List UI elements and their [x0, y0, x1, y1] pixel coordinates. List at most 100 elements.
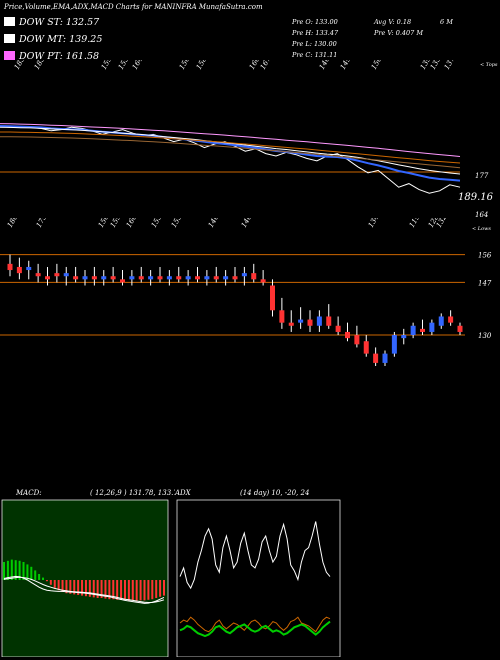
macd-bar: [84, 580, 87, 597]
top-label: 183: [33, 60, 47, 71]
candle-body: [316, 316, 322, 326]
top-label: 160: [248, 60, 262, 71]
candle-body: [260, 279, 266, 283]
macd-bar: [3, 562, 5, 580]
candle-body: [438, 316, 444, 326]
ema-line: [0, 126, 461, 175]
macd-bar: [131, 580, 134, 601]
top-label: 119: [408, 218, 422, 229]
macd-bar: [139, 580, 142, 601]
candle-body: [326, 316, 332, 326]
top-label: 128: [427, 218, 441, 229]
candle-body: [241, 273, 247, 277]
candle-body: [157, 276, 163, 280]
candle-body: [129, 276, 135, 280]
legend-label: DOW ST: 132.57: [19, 17, 100, 28]
candle-body: [251, 273, 257, 280]
macd-bar: [77, 580, 80, 595]
ema-line: [0, 126, 461, 194]
macd-bar: [92, 580, 95, 598]
candle-body: [54, 273, 60, 277]
legend-swatch: [4, 34, 15, 43]
adx-line: [179, 620, 331, 638]
macd-panel: MACD: ( 12,26,9 ) 131.78, 133.77, -1.99: [1, 489, 175, 657]
price-label: 130: [478, 332, 492, 340]
candle-body: [420, 328, 425, 332]
ema-line: [0, 136, 461, 169]
candle-body: [410, 325, 416, 336]
macd-bar: [14, 560, 17, 580]
stat-high: Pre H: 133.47: [292, 29, 339, 37]
candle-body: [73, 276, 79, 280]
candle-body: [185, 276, 191, 280]
candle-body: [448, 316, 454, 323]
top-label: 134: [367, 218, 381, 229]
macd-bar: [135, 580, 138, 601]
top-label: 153: [150, 218, 164, 229]
candle-body: [288, 322, 294, 326]
macd-label: MACD:: [15, 489, 42, 497]
macd-bar: [69, 580, 72, 594]
candle-body: [363, 341, 369, 354]
top-label: 164: [131, 60, 145, 71]
candle-body: [110, 276, 116, 280]
price-label: 147: [478, 279, 492, 287]
stat-prev-volume: Pre V: 0.407 M: [374, 29, 424, 37]
candle-body: [298, 319, 304, 323]
candle-body: [166, 276, 172, 280]
stat-avg-volume: Avg V: 0.18: [374, 18, 412, 26]
candle-body: [457, 325, 463, 332]
macd-bar: [104, 580, 107, 599]
macd-bar: [38, 574, 41, 580]
legend-swatch: [4, 51, 15, 60]
candle-body: [213, 276, 219, 280]
corner-label: < Lows: [472, 226, 491, 232]
macd-line: [3, 575, 165, 604]
macd-bar: [108, 580, 111, 600]
candle-body: [335, 325, 341, 332]
candle-body: [345, 331, 350, 339]
macd-bar: [34, 570, 37, 580]
macd-bar: [53, 580, 56, 588]
top-label: 150: [370, 60, 384, 71]
macd-bar: [151, 580, 154, 600]
ema-line: [0, 123, 461, 157]
top-label: 137: [443, 60, 457, 71]
macd-bar: [22, 562, 25, 580]
top-label: 159: [109, 218, 123, 229]
legend-dow-mt: DOW MT: 139.25: [4, 34, 102, 45]
top-label: 146: [240, 218, 254, 229]
top-label: 149: [339, 60, 353, 71]
macd-bar: [6, 560, 9, 580]
candle-body: [120, 279, 125, 283]
candle-body: [223, 276, 229, 280]
macd-bar: [147, 580, 150, 600]
legend-dow-pt: DOW PT: 161.58: [4, 51, 99, 62]
top-label: 183: [13, 60, 27, 71]
top-label: 156: [178, 60, 192, 71]
price-label: 156: [478, 252, 492, 260]
top-label: 158: [195, 60, 209, 71]
top-label: 132: [435, 218, 449, 229]
macd-bar: [143, 580, 146, 601]
price-label: 177: [475, 172, 489, 180]
top-label: 146: [318, 60, 332, 71]
candle-body: [270, 285, 275, 311]
corner-label: < Tops: [480, 62, 498, 68]
macd-bar: [30, 566, 33, 580]
candle-body: [91, 276, 97, 280]
candle-body: [391, 335, 397, 354]
top-label: 180: [6, 218, 20, 229]
legend-label: DOW MT: 139.25: [19, 34, 103, 45]
macd-bar: [18, 560, 21, 580]
macd-line: [3, 576, 165, 603]
top-label: 160: [125, 218, 139, 229]
top-label: 153: [170, 218, 184, 229]
top-label: 155: [117, 60, 131, 71]
candle-body: [279, 310, 285, 323]
adx-line: [179, 616, 331, 633]
macd-bar: [155, 580, 158, 598]
macd-bar: [116, 580, 119, 600]
adx-label: ADX: [175, 489, 192, 497]
